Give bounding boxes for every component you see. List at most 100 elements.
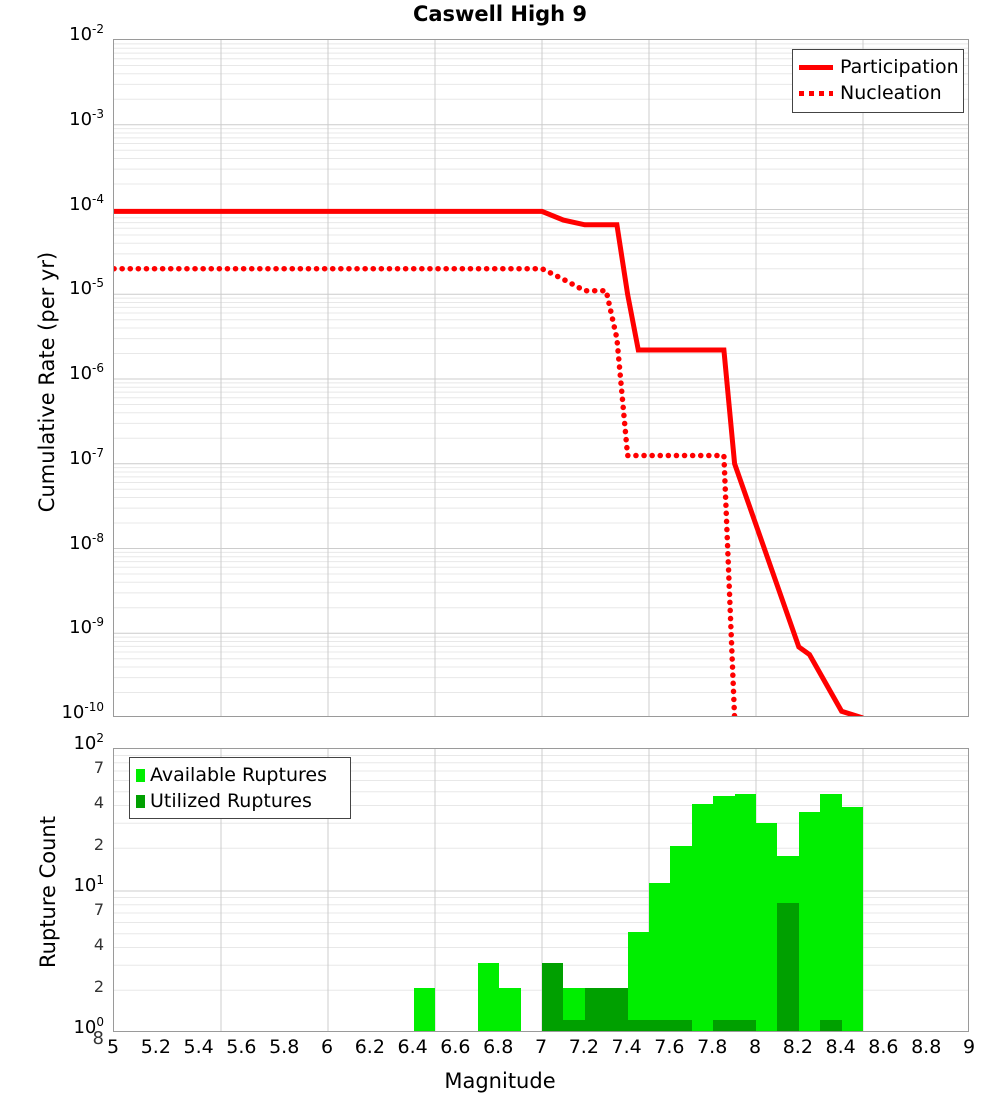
- bar-segment-available: [820, 793, 842, 1031]
- x-tick: 5.4: [183, 1036, 214, 1058]
- rupture-count-plot: [113, 748, 969, 1032]
- bar-segment-utilized: [713, 1019, 735, 1031]
- legend-label-utilized: Utilized Ruptures: [150, 790, 312, 812]
- top-y-tick: 10-4: [69, 191, 104, 215]
- histogram-bar: [820, 793, 842, 1031]
- legend-item-participation: Participation: [799, 54, 959, 80]
- bar-segment-utilized: [777, 902, 799, 1031]
- x-tick: 9: [962, 1036, 976, 1058]
- histogram-bar: [691, 803, 714, 1031]
- bar-segment-utilized: [649, 1019, 671, 1031]
- curve-participation: [114, 208, 864, 716]
- cumulative-rate-plot: [113, 39, 969, 717]
- x-tick: 6.4: [397, 1036, 428, 1058]
- bar-segment-utilized: [670, 1019, 692, 1031]
- legend-item-nucleation: Nucleation: [799, 80, 955, 106]
- histogram-bar: [713, 796, 735, 1031]
- bottom-y-tick-minor: 7: [93, 757, 104, 777]
- top-y-tick: 10-8: [69, 530, 104, 554]
- bar-segment-utilized: [542, 963, 564, 1031]
- bar-segment-available: [713, 796, 735, 1031]
- histogram-bars: [114, 749, 968, 1031]
- x-tick: 6.6: [440, 1036, 471, 1058]
- top-y-tick: 10-6: [69, 361, 104, 384]
- bar-segment-available: [499, 988, 521, 1031]
- cumulative-rate-svg: [114, 40, 968, 716]
- x-tick: 5: [106, 1036, 120, 1058]
- bar-segment-available: [756, 823, 778, 1031]
- histogram-bar: [413, 988, 435, 1031]
- x-tick: 7.2: [568, 1036, 599, 1058]
- top-y-tick: 10-2: [69, 22, 104, 45]
- histogram-bar: [734, 793, 756, 1031]
- x-axis-title: Magnitude: [444, 1069, 556, 1093]
- bottom-y-tick-minor: 2: [93, 977, 104, 997]
- bar-segment-utilized: [606, 988, 628, 1031]
- x-tick: 8: [748, 1036, 762, 1058]
- histogram-bar: [606, 988, 628, 1031]
- top-y-tick: 10-3: [69, 106, 104, 130]
- x-tick: 5.6: [226, 1036, 257, 1058]
- utilized-swatch-icon: [136, 794, 145, 808]
- bottom-y-tick-extra: 8: [92, 1028, 104, 1049]
- x-tick: 8.4: [825, 1036, 856, 1058]
- histogram-bar: [563, 988, 585, 1031]
- histogram-bar: [584, 988, 607, 1031]
- bar-segment-utilized: [820, 1019, 842, 1031]
- bar-segment-available: [477, 963, 500, 1031]
- histogram-bar: [649, 883, 671, 1031]
- x-tick: 6.8: [483, 1036, 514, 1058]
- top-y-tick: 10-5: [69, 276, 104, 300]
- bar-segment-available: [798, 811, 821, 1031]
- bottom-y-tick-minor: 2: [93, 835, 104, 855]
- x-tick: 6: [320, 1036, 334, 1058]
- bar-segment-available: [627, 931, 649, 1031]
- curve-nucleation: [114, 265, 738, 716]
- histogram-bar: [777, 856, 799, 1031]
- x-tick: 7: [534, 1036, 548, 1058]
- top-y-tick: 10-9: [69, 615, 104, 639]
- bar-segment-available: [649, 883, 671, 1031]
- page-title: Caswell High 9: [412, 2, 588, 26]
- bar-segment-available: [734, 793, 756, 1031]
- x-tick: 8.6: [868, 1036, 899, 1058]
- bottom-y-tick-minor: 4: [93, 934, 104, 954]
- legend-label-participation: Participation: [840, 56, 959, 78]
- histogram-bar: [798, 811, 821, 1031]
- top-legend: Participation Nucleation: [792, 49, 964, 113]
- x-tick: 7.8: [697, 1036, 728, 1058]
- histogram-bar: [477, 963, 500, 1031]
- bar-segment-utilized: [734, 1019, 756, 1031]
- x-tick: 7.6: [654, 1036, 685, 1058]
- bar-segment-utilized: [584, 988, 607, 1031]
- bottom-y-tick-major: 100: [73, 1015, 104, 1038]
- nucleation-line-icon: [799, 90, 833, 96]
- bottom-legend: Available Ruptures Utilized Ruptures: [129, 757, 351, 819]
- x-tick: 5.8: [269, 1036, 300, 1058]
- participation-line-icon: [799, 64, 833, 70]
- bar-segment-available: [691, 803, 714, 1031]
- legend-label-available: Available Ruptures: [150, 764, 327, 786]
- x-tick: 5.2: [140, 1036, 171, 1058]
- histogram-bar: [841, 806, 863, 1031]
- top-y-tick: 10-10: [61, 700, 104, 723]
- legend-item-available: Available Ruptures: [136, 762, 342, 788]
- histogram-bar: [499, 988, 521, 1031]
- x-tick: 8.2: [782, 1036, 813, 1058]
- x-tick: 7.4: [611, 1036, 642, 1058]
- bottom-y-tick-minor: 7: [93, 899, 104, 919]
- top-y-tick: 10-7: [69, 445, 104, 469]
- available-swatch-icon: [136, 768, 145, 782]
- bar-segment-available: [413, 988, 435, 1031]
- bar-segment-utilized: [563, 1019, 585, 1031]
- histogram-bar: [670, 846, 692, 1031]
- x-tick: 6.2: [354, 1036, 385, 1058]
- bar-segment-available: [841, 806, 863, 1031]
- legend-item-utilized: Utilized Ruptures: [136, 788, 342, 814]
- histogram-bar: [756, 823, 778, 1031]
- bottom-y-tick-major: 102: [73, 731, 104, 754]
- bar-segment-utilized: [627, 1019, 649, 1031]
- legend-label-nucleation: Nucleation: [840, 82, 942, 104]
- histogram-bar: [542, 963, 564, 1031]
